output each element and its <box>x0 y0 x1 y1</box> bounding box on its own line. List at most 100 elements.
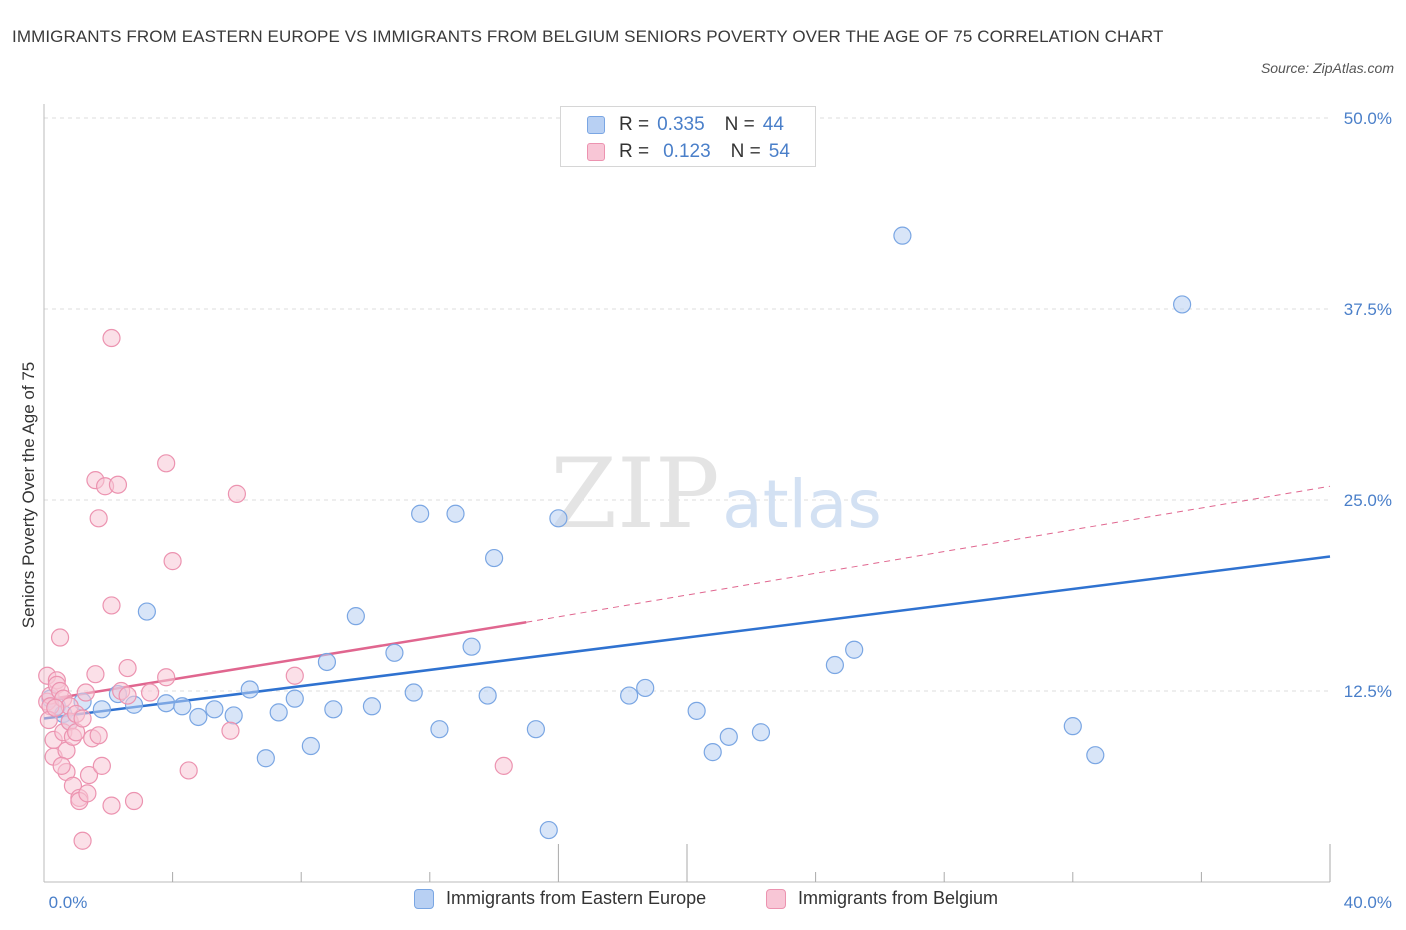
point-eastern-europe <box>205 700 224 719</box>
point-belgium <box>102 328 121 348</box>
bottom-legend-swatch-blue <box>414 888 434 909</box>
point-eastern-europe <box>1063 717 1082 736</box>
point-belgium <box>89 726 108 745</box>
point-eastern-europe <box>385 643 404 662</box>
point-eastern-europe <box>189 707 208 727</box>
point-eastern-europe <box>845 640 864 659</box>
point-belgium <box>494 756 513 775</box>
legend-n-label: N = <box>724 114 755 135</box>
trendline-eastern-europe <box>43 555 1331 720</box>
point-belgium <box>124 791 144 811</box>
bottom-legend-swatch-pink <box>766 888 786 909</box>
point-belgium <box>140 683 160 702</box>
point-eastern-europe <box>173 697 192 716</box>
legend-swatch-blue <box>587 116 605 134</box>
point-eastern-europe <box>893 226 912 245</box>
point-belgium <box>118 658 137 678</box>
y-tick-label: 12.5% <box>1344 682 1392 701</box>
point-eastern-europe <box>224 706 243 725</box>
point-belgium <box>73 709 92 728</box>
bottom-legend-eastern-europe: Immigrants from Eastern Europe <box>414 888 706 909</box>
legend-r-value: 0.123 <box>663 141 711 162</box>
y-axis-title: Seniors Poverty Over the Age of 75 <box>19 362 38 628</box>
tick-labels: 12.5% 25.0% 37.5% 50.0% 0.0% 40.0% <box>49 109 1392 912</box>
point-eastern-europe <box>485 548 504 568</box>
point-belgium <box>285 666 304 685</box>
point-eastern-europe <box>719 727 738 746</box>
source-credit: Source: ZipAtlas.com <box>1260 60 1394 76</box>
point-eastern-europe <box>478 686 497 705</box>
point-eastern-europe <box>256 749 275 768</box>
point-eastern-europe <box>301 736 320 756</box>
point-eastern-europe <box>462 637 481 656</box>
point-eastern-europe <box>687 701 706 720</box>
point-eastern-europe <box>285 689 304 708</box>
legend-r-label: R = <box>619 114 650 135</box>
bottom-legend-belgium: Immigrants from Belgium <box>766 888 998 909</box>
chart-title: IMMIGRANTS FROM EASTERN EUROPE VS IMMIGR… <box>12 27 1164 46</box>
point-belgium <box>76 683 95 702</box>
point-eastern-europe <box>411 504 430 523</box>
point-eastern-europe <box>703 743 722 762</box>
point-belgium <box>157 668 176 687</box>
data-points <box>38 226 1192 850</box>
point-belgium <box>118 686 137 705</box>
point-eastern-europe <box>751 723 771 742</box>
point-belgium <box>92 756 111 775</box>
point-belgium <box>73 831 92 850</box>
legend-r-label: R = <box>619 141 650 162</box>
point-eastern-europe <box>1086 746 1105 765</box>
point-eastern-europe <box>269 703 288 722</box>
legend-swatch-pink <box>587 143 605 161</box>
point-eastern-europe <box>446 504 465 523</box>
point-belgium <box>102 596 121 615</box>
y-tick-label: 37.5% <box>1344 300 1392 319</box>
point-belgium <box>50 628 70 647</box>
point-belgium <box>78 784 97 803</box>
legend-n-label: N = <box>730 141 761 162</box>
legend-row-belgium: R = 0.123 N = 54 <box>587 140 790 164</box>
point-belgium <box>102 796 121 815</box>
point-belgium <box>179 761 198 780</box>
point-belgium <box>86 665 105 684</box>
point-eastern-europe <box>404 683 423 702</box>
bottom-legend-label: Immigrants from Eastern Europe <box>446 888 707 908</box>
point-eastern-europe <box>324 700 343 719</box>
point-eastern-europe <box>539 820 558 840</box>
correlation-legend: R = 0.335 N = 44 R = 0.123 N = 54 <box>560 106 816 167</box>
legend-r-value: 0.335 <box>657 114 705 135</box>
point-eastern-europe <box>620 686 639 705</box>
point-eastern-europe <box>430 720 449 739</box>
point-belgium <box>46 698 65 717</box>
trendline-belgium-extension <box>526 485 1331 623</box>
legend-row-eastern-europe: R = 0.335 N = 44 <box>587 113 784 137</box>
axes <box>43 104 1331 883</box>
point-belgium <box>221 721 240 740</box>
point-eastern-europe <box>549 509 568 528</box>
legend-n-value: 54 <box>768 141 790 162</box>
point-eastern-europe <box>1173 295 1192 314</box>
point-belgium <box>52 756 71 775</box>
point-eastern-europe <box>636 678 655 698</box>
point-eastern-europe <box>92 700 111 719</box>
point-eastern-europe <box>157 694 176 713</box>
point-belgium <box>157 454 176 473</box>
point-belgium <box>163 552 182 571</box>
point-eastern-europe <box>240 680 259 699</box>
point-eastern-europe <box>317 652 337 672</box>
legend-n-value: 44 <box>762 114 784 135</box>
watermark-zip: ZIP <box>550 438 719 550</box>
point-eastern-europe <box>825 655 844 675</box>
bottom-legend-label: Immigrants from Belgium <box>798 888 999 908</box>
y-tick-label: 25.0% <box>1344 491 1392 510</box>
gridlines <box>44 117 1330 692</box>
y-tick-label: 50.0% <box>1344 109 1392 128</box>
point-eastern-europe <box>526 720 545 739</box>
watermark: ZIP atlas <box>550 438 881 550</box>
point-belgium <box>79 765 99 785</box>
point-eastern-europe <box>362 697 382 716</box>
point-eastern-europe <box>346 607 365 626</box>
x-tick-label-max: 40.0% <box>1344 893 1392 912</box>
point-belgium <box>227 484 246 503</box>
point-belgium <box>89 509 108 528</box>
